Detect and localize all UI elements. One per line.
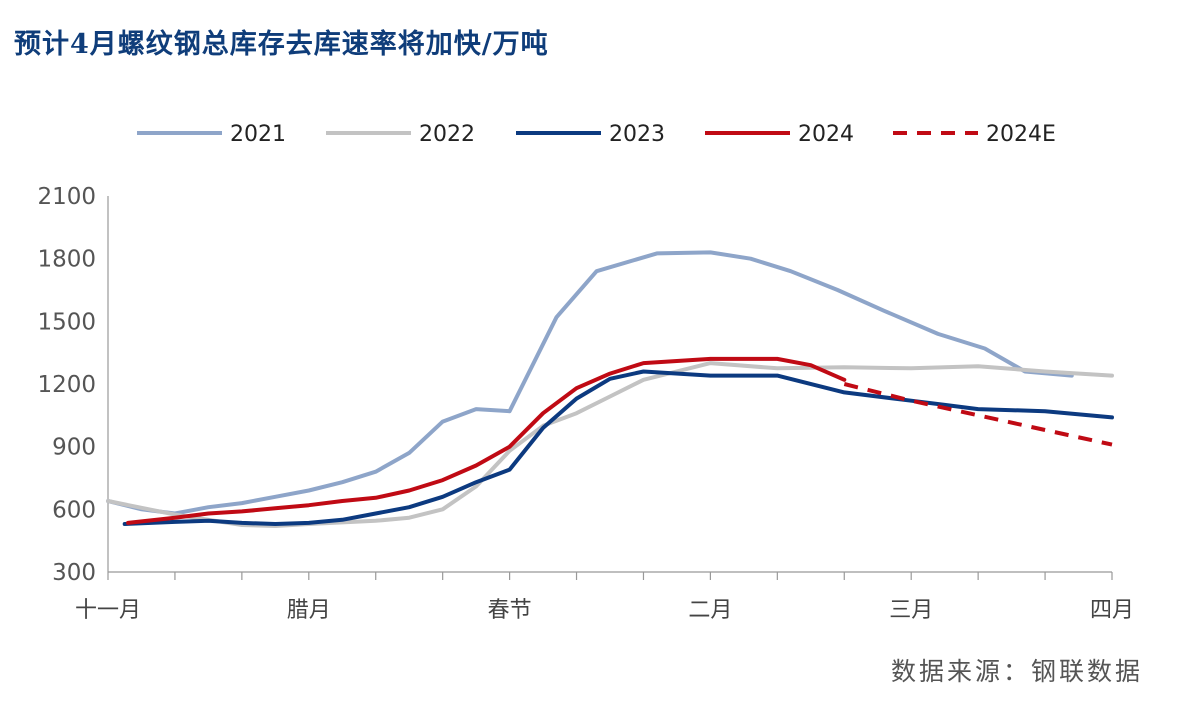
source-note: 数据来源：钢联数据: [890, 657, 1143, 686]
legend: 2021 2022 2023 2024 2024E: [137, 122, 1056, 147]
plot-lines: [106, 250, 1114, 528]
y-axis: 300 600 900 1200 1500 1800 2100: [37, 184, 109, 586]
x-tick-label: 四月: [1090, 598, 1134, 623]
legend-label-2021: 2021: [230, 122, 286, 147]
y-tick-label: 1500: [37, 309, 96, 335]
y-tick-label: 1800: [37, 247, 96, 273]
legend-label-2024E: 2024E: [986, 122, 1056, 147]
x-axis: 十一月 腊月 春节 二月 三月 四月: [75, 571, 1134, 623]
series-line-2021: [106, 250, 1074, 516]
legend-label-2022: 2022: [419, 122, 475, 147]
y-tick-label: 900: [52, 435, 96, 461]
y-tick-label: 2100: [37, 184, 96, 210]
x-tick-label: 三月: [889, 598, 933, 623]
x-tick-label: 二月: [688, 598, 732, 623]
series-line-2024E: [843, 382, 1113, 447]
y-tick-label: 600: [52, 497, 96, 523]
legend-label-2024: 2024: [798, 122, 854, 147]
y-tick-label: 1200: [37, 372, 96, 398]
series-line-2024: [126, 356, 847, 525]
legend-label-2023: 2023: [609, 122, 665, 147]
chart-title: 预计4月螺纹钢总库存去库速率将加快/万吨: [14, 29, 549, 60]
x-tick-label: 十一月: [75, 598, 141, 623]
x-tick-label: 春节: [488, 598, 532, 623]
x-tick-label: 腊月: [287, 598, 331, 623]
y-tick-label: 300: [52, 560, 96, 586]
